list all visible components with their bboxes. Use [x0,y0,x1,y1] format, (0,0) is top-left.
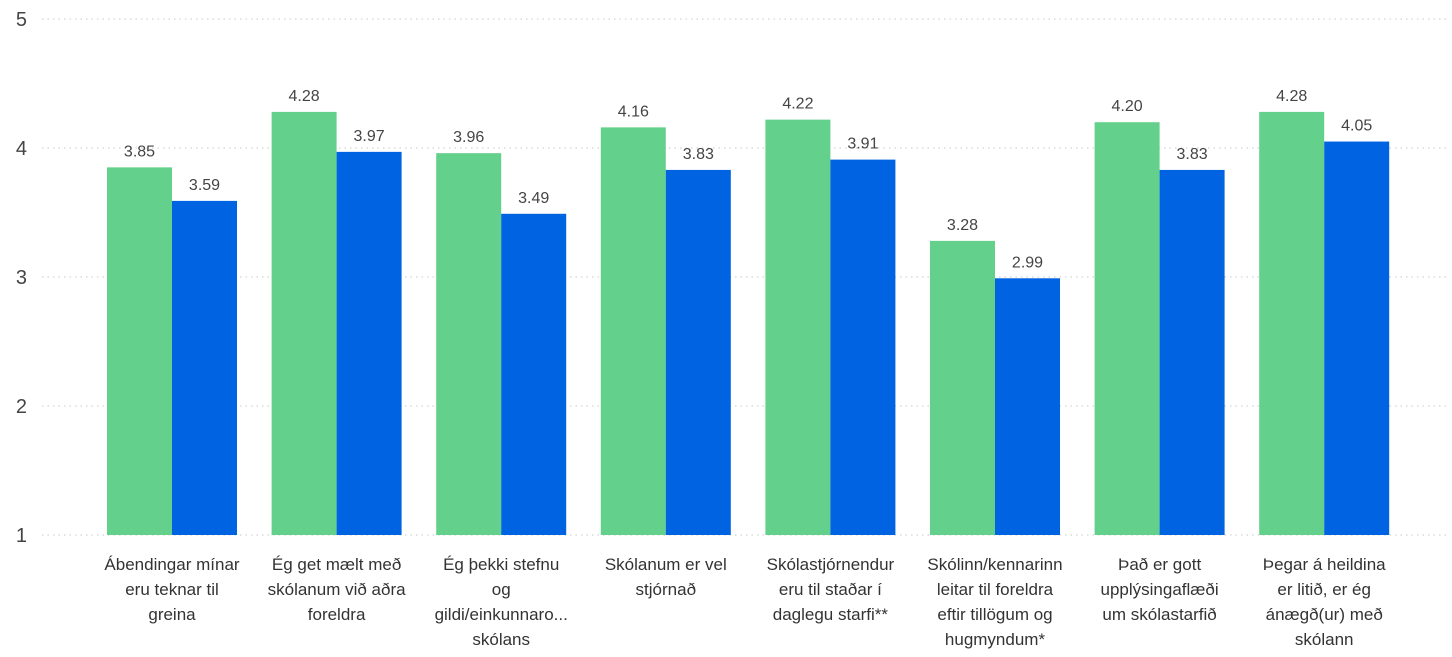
x-tick-label-line: eru teknar til [125,580,219,599]
bar [271,111,337,535]
x-tick-label: Þegar á heildina er litið, er ég ánægð(ur)… [1263,555,1386,649]
x-tick-label-line: Það er gott [1118,555,1201,574]
x-tick-label-line: daglegu starfi** [773,605,889,624]
bar [172,200,237,535]
data-label: 4.28 [1276,88,1307,105]
x-tick-label-line: upplýsingaflæði [1101,580,1219,599]
x-tick-label: Skólanum er vel stjórnað [605,555,727,599]
bar [336,151,402,535]
bar [930,240,995,535]
data-label: 3.49 [518,190,549,207]
x-tick-label-line: Skólastjórnendur [767,555,895,574]
data-label: 3.59 [189,177,220,194]
bar [501,213,567,536]
x-axis-ticks: Ábendingar mínar eru teknar til greina Ég g… [104,555,1386,649]
x-tick-label-line: Ég þekki stefnu [443,555,559,574]
data-label: 3.28 [947,217,978,234]
data-label: 4.20 [1112,98,1143,115]
bar [436,153,502,535]
data-label: 3.97 [354,128,385,145]
x-tick-label-line: ánægð(ur) með [1266,605,1383,624]
x-tick-label-line: eru til staðar í [779,580,882,599]
y-tick-label: 5 [16,9,27,31]
bars [107,111,1390,536]
x-tick-label-line: eftir tillögum og [937,605,1052,624]
data-label: 4.28 [289,88,320,105]
x-tick-label-line: skólanum við aðra [268,580,407,599]
bar [765,119,831,536]
data-label: 3.91 [847,136,878,153]
x-tick-label-line: skólann [1295,630,1354,649]
bar [665,169,731,535]
x-tick-label: Ábendingar mínar eru teknar til greina [104,555,239,624]
x-tick-label: Ég þekki stefnu og gildi/einkunnaro... skól… [435,555,568,649]
bar [1259,111,1325,535]
y-tick-label: 1 [16,525,27,547]
bar [107,167,172,535]
x-tick-label-line: hugmyndum* [945,630,1046,649]
x-tick-label-line: Skólanum er vel [605,555,727,574]
data-label: 4.05 [1341,118,1372,135]
data-labels: 3.85 3.59 4.28 3.97 3.96 3.49 4.16 3.83 4.22 3.91… [124,88,1372,271]
x-tick-label-line: er litið, er ég [1277,580,1371,599]
y-axis-ticks: 1 2 3 4 5 [16,9,27,547]
bar [1159,169,1225,535]
gridlines [42,18,1448,536]
data-label: 3.83 [683,146,714,163]
bar [995,278,1060,535]
bar [600,127,666,536]
data-label: 3.83 [1177,146,1208,163]
y-tick-label: 3 [16,267,27,289]
x-tick-label-line: um skólastarfið [1102,605,1216,624]
x-tick-label: Skólinn/kennarinn leitar til foreldra efti… [927,555,1062,649]
data-label: 2.99 [1012,254,1043,271]
x-tick-label-line: Þegar á heildina [1263,555,1386,574]
bar [1094,122,1160,535]
x-tick-label-line: skólans [472,630,530,649]
data-label: 4.22 [782,96,813,113]
data-label: 3.85 [124,143,155,160]
y-tick-label: 4 [16,138,27,160]
x-tick-label: Það er gott upplýsingaflæði um skólastarfi… [1101,555,1219,624]
bar [1324,141,1390,536]
data-label: 4.16 [618,103,649,120]
y-tick-label: 2 [16,396,27,418]
x-tick-label-line: og [492,580,511,599]
bar [830,159,896,536]
x-tick-label: Skólastjórnendur eru til staðar í daglegu … [767,555,895,624]
x-tick-label-line: greina [148,605,196,624]
x-tick-label-line: foreldra [308,605,366,624]
x-tick-label-line: Ég get mælt með [272,555,401,574]
data-label: 3.96 [453,129,484,146]
x-tick-label-line: gildi/einkunnaro... [435,605,568,624]
x-tick-label-line: Skólinn/kennarinn [927,555,1062,574]
x-tick-label-line: stjórnað [636,580,696,599]
x-tick-label-line: leitar til foreldra [937,580,1054,599]
x-tick-label: Ég get mælt með skólanum við aðra foreldra [268,555,407,624]
x-tick-label-line: Ábendingar mínar [104,555,239,574]
